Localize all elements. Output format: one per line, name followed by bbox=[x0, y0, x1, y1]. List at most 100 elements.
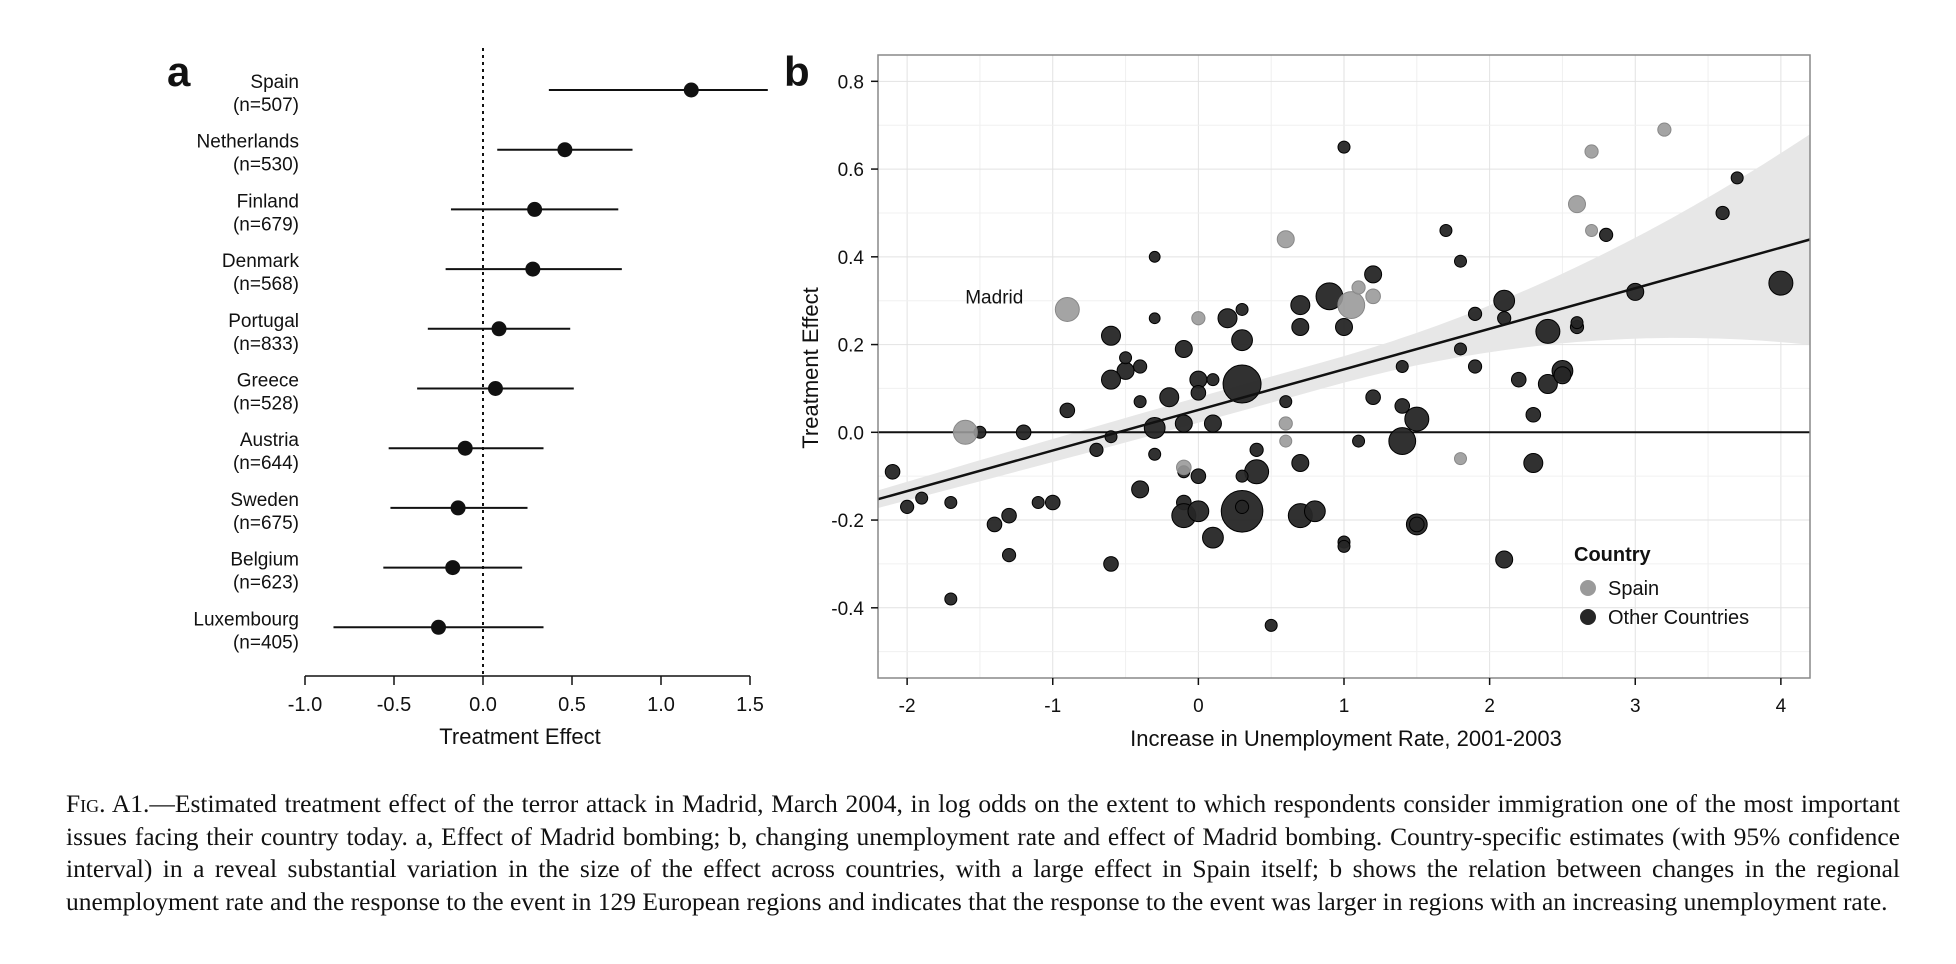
panel-a-row-sweden: Sweden(n=675) bbox=[230, 490, 528, 534]
panel-b-label: b bbox=[784, 48, 810, 95]
region-point-other bbox=[1365, 389, 1381, 406]
region-point-other bbox=[1768, 270, 1794, 296]
sample-size-label: (n=528) bbox=[233, 394, 299, 415]
region-point-other bbox=[1279, 395, 1293, 409]
sample-size-label: (n=679) bbox=[233, 214, 299, 235]
point-estimate-marker bbox=[450, 500, 466, 516]
region-point-other bbox=[1510, 371, 1527, 388]
country-label: Netherlands bbox=[197, 132, 299, 153]
panel-a-x-axis: -1.0 -0.5 0.0 0.5 1.0 1.5 bbox=[288, 48, 764, 716]
panel-b-y-tick-label: 0.4 bbox=[838, 248, 865, 269]
point-estimate-marker bbox=[683, 82, 699, 98]
region-point-other bbox=[944, 496, 958, 510]
point-estimate-marker bbox=[457, 440, 473, 456]
series-spain bbox=[952, 122, 1672, 476]
panel-b-y-tick-label: 0.0 bbox=[838, 423, 864, 444]
panel-b-plot-area: Madrid -2 -1 0 1 2 3 4 -0.4 -0.2 0.0 0.2 0.4 0.6 0.8 bbox=[831, 54, 1811, 717]
region-point-other bbox=[1291, 318, 1310, 337]
legend-marker-spain bbox=[1580, 580, 1596, 596]
region-point-other bbox=[1394, 398, 1411, 414]
series-other-countries bbox=[884, 140, 1794, 632]
panel-a-row-austria: Austria(n=644) bbox=[233, 430, 544, 474]
region-point-other bbox=[1291, 454, 1310, 473]
region-point-spain bbox=[1191, 311, 1206, 326]
region-point-other bbox=[1187, 500, 1210, 523]
panel-b-legend: Country Spain Other Countries bbox=[1574, 544, 1749, 629]
region-point-other bbox=[1101, 325, 1121, 346]
confidence-band bbox=[878, 134, 1810, 508]
region-point-other bbox=[1404, 406, 1430, 432]
region-point-spain bbox=[1585, 223, 1599, 237]
country-label: Belgium bbox=[230, 550, 299, 571]
figure: a -1.0 -0.5 0.0 0.5 1.0 1.5 Spain(n=507)Nethe… bbox=[167, 48, 1811, 751]
region-point-other bbox=[1174, 339, 1193, 358]
region-point-other bbox=[1206, 373, 1220, 387]
legend-marker-other bbox=[1580, 609, 1596, 625]
region-point-spain bbox=[1279, 434, 1293, 448]
region-point-spain bbox=[1584, 144, 1599, 159]
region-point-other bbox=[1159, 387, 1180, 408]
sample-size-label: (n=568) bbox=[233, 274, 299, 295]
panel-b-y-tick-label: 0.6 bbox=[838, 160, 864, 181]
panel-b-y-tick-label: 0.8 bbox=[838, 72, 864, 93]
region-point-other bbox=[1059, 402, 1076, 419]
region-point-other bbox=[1244, 459, 1270, 485]
panel-a-rows: Spain(n=507) Netherlands(n=530) Finland(n=… bbox=[193, 72, 768, 653]
region-point-other bbox=[1570, 316, 1584, 330]
panel-a-row-greece: Greece(n=528) bbox=[233, 371, 574, 415]
region-point-other bbox=[1264, 618, 1278, 632]
region-point-other bbox=[1202, 526, 1224, 549]
panel-a-row-denmark: Denmark(n=568) bbox=[222, 251, 622, 295]
country-label: Luxembourg bbox=[193, 609, 299, 630]
region-point-other bbox=[1044, 494, 1061, 511]
region-point-spain bbox=[952, 419, 978, 445]
figure-caption: Fig. A1.—Estimated treatment effect of t… bbox=[66, 788, 1900, 918]
country-label: Greece bbox=[237, 371, 299, 392]
panel-a-x-axis-label: Treatment Effect bbox=[439, 724, 600, 749]
panel-a-x-tick-label: 0.5 bbox=[558, 694, 586, 716]
panel-a-row-finland: Finland(n=679) bbox=[233, 191, 619, 235]
regression-fit-line bbox=[877, 238, 1811, 501]
panel-a-row-spain: Spain(n=507) bbox=[233, 72, 768, 116]
region-point-spain bbox=[1568, 195, 1586, 214]
panel-b-y-axis-label: Treatment Effect bbox=[798, 287, 823, 448]
panel-a-x-tick-label: 1.5 bbox=[736, 694, 764, 716]
region-point-spain bbox=[1176, 459, 1192, 476]
region-point-spain bbox=[1337, 291, 1366, 319]
sample-size-label: (n=675) bbox=[233, 513, 299, 534]
region-point-other bbox=[1234, 499, 1250, 514]
region-point-other bbox=[1148, 447, 1162, 461]
region-point-other bbox=[1535, 318, 1561, 344]
panel-b-x-axis-label: Increase in Unemployment Rate, 2001-2003 bbox=[1130, 726, 1562, 751]
region-point-other bbox=[1148, 312, 1161, 325]
region-point-other bbox=[1217, 308, 1238, 329]
region-point-spain bbox=[1657, 122, 1672, 137]
region-point-other bbox=[1337, 539, 1351, 553]
panel-b-x-tick-label: 3 bbox=[1630, 696, 1641, 717]
region-point-other bbox=[1231, 329, 1253, 352]
panel-a-row-portugal: Portugal(n=833) bbox=[228, 311, 571, 355]
region-point-other bbox=[986, 516, 1003, 533]
point-estimate-marker bbox=[557, 142, 573, 158]
region-point-other bbox=[1190, 468, 1207, 484]
region-point-other bbox=[1439, 223, 1453, 237]
region-point-other bbox=[1101, 369, 1121, 390]
region-point-spain bbox=[1365, 288, 1381, 305]
caption-figure-label: Fig. A1. bbox=[66, 789, 150, 818]
sample-size-label: (n=507) bbox=[233, 95, 299, 116]
sample-size-label: (n=530) bbox=[233, 155, 299, 176]
panel-b-x-tick-label: 1 bbox=[1339, 696, 1350, 717]
region-point-other bbox=[1290, 295, 1311, 316]
region-point-other bbox=[1409, 516, 1425, 533]
panel-b-x-tick-label: 0 bbox=[1193, 696, 1204, 717]
panel-b-scatter-plot: b Madrid -2 -1 0 1 2 3 4 -0.4 -0.2 0.0 0.2 0.4 0.6 0.8… bbox=[784, 48, 1811, 751]
point-estimate-marker bbox=[487, 381, 503, 396]
caption-text: —Estimated treatment effect of the terro… bbox=[66, 789, 1900, 916]
region-point-spain bbox=[1454, 452, 1467, 466]
panel-a-x-tick-label: 0.0 bbox=[469, 694, 497, 716]
region-point-spain bbox=[1351, 280, 1366, 295]
region-point-other bbox=[1133, 395, 1147, 409]
panel-b-x-tick-label: 4 bbox=[1776, 696, 1787, 717]
region-point-other bbox=[1089, 442, 1104, 457]
region-point-other bbox=[1001, 507, 1017, 524]
